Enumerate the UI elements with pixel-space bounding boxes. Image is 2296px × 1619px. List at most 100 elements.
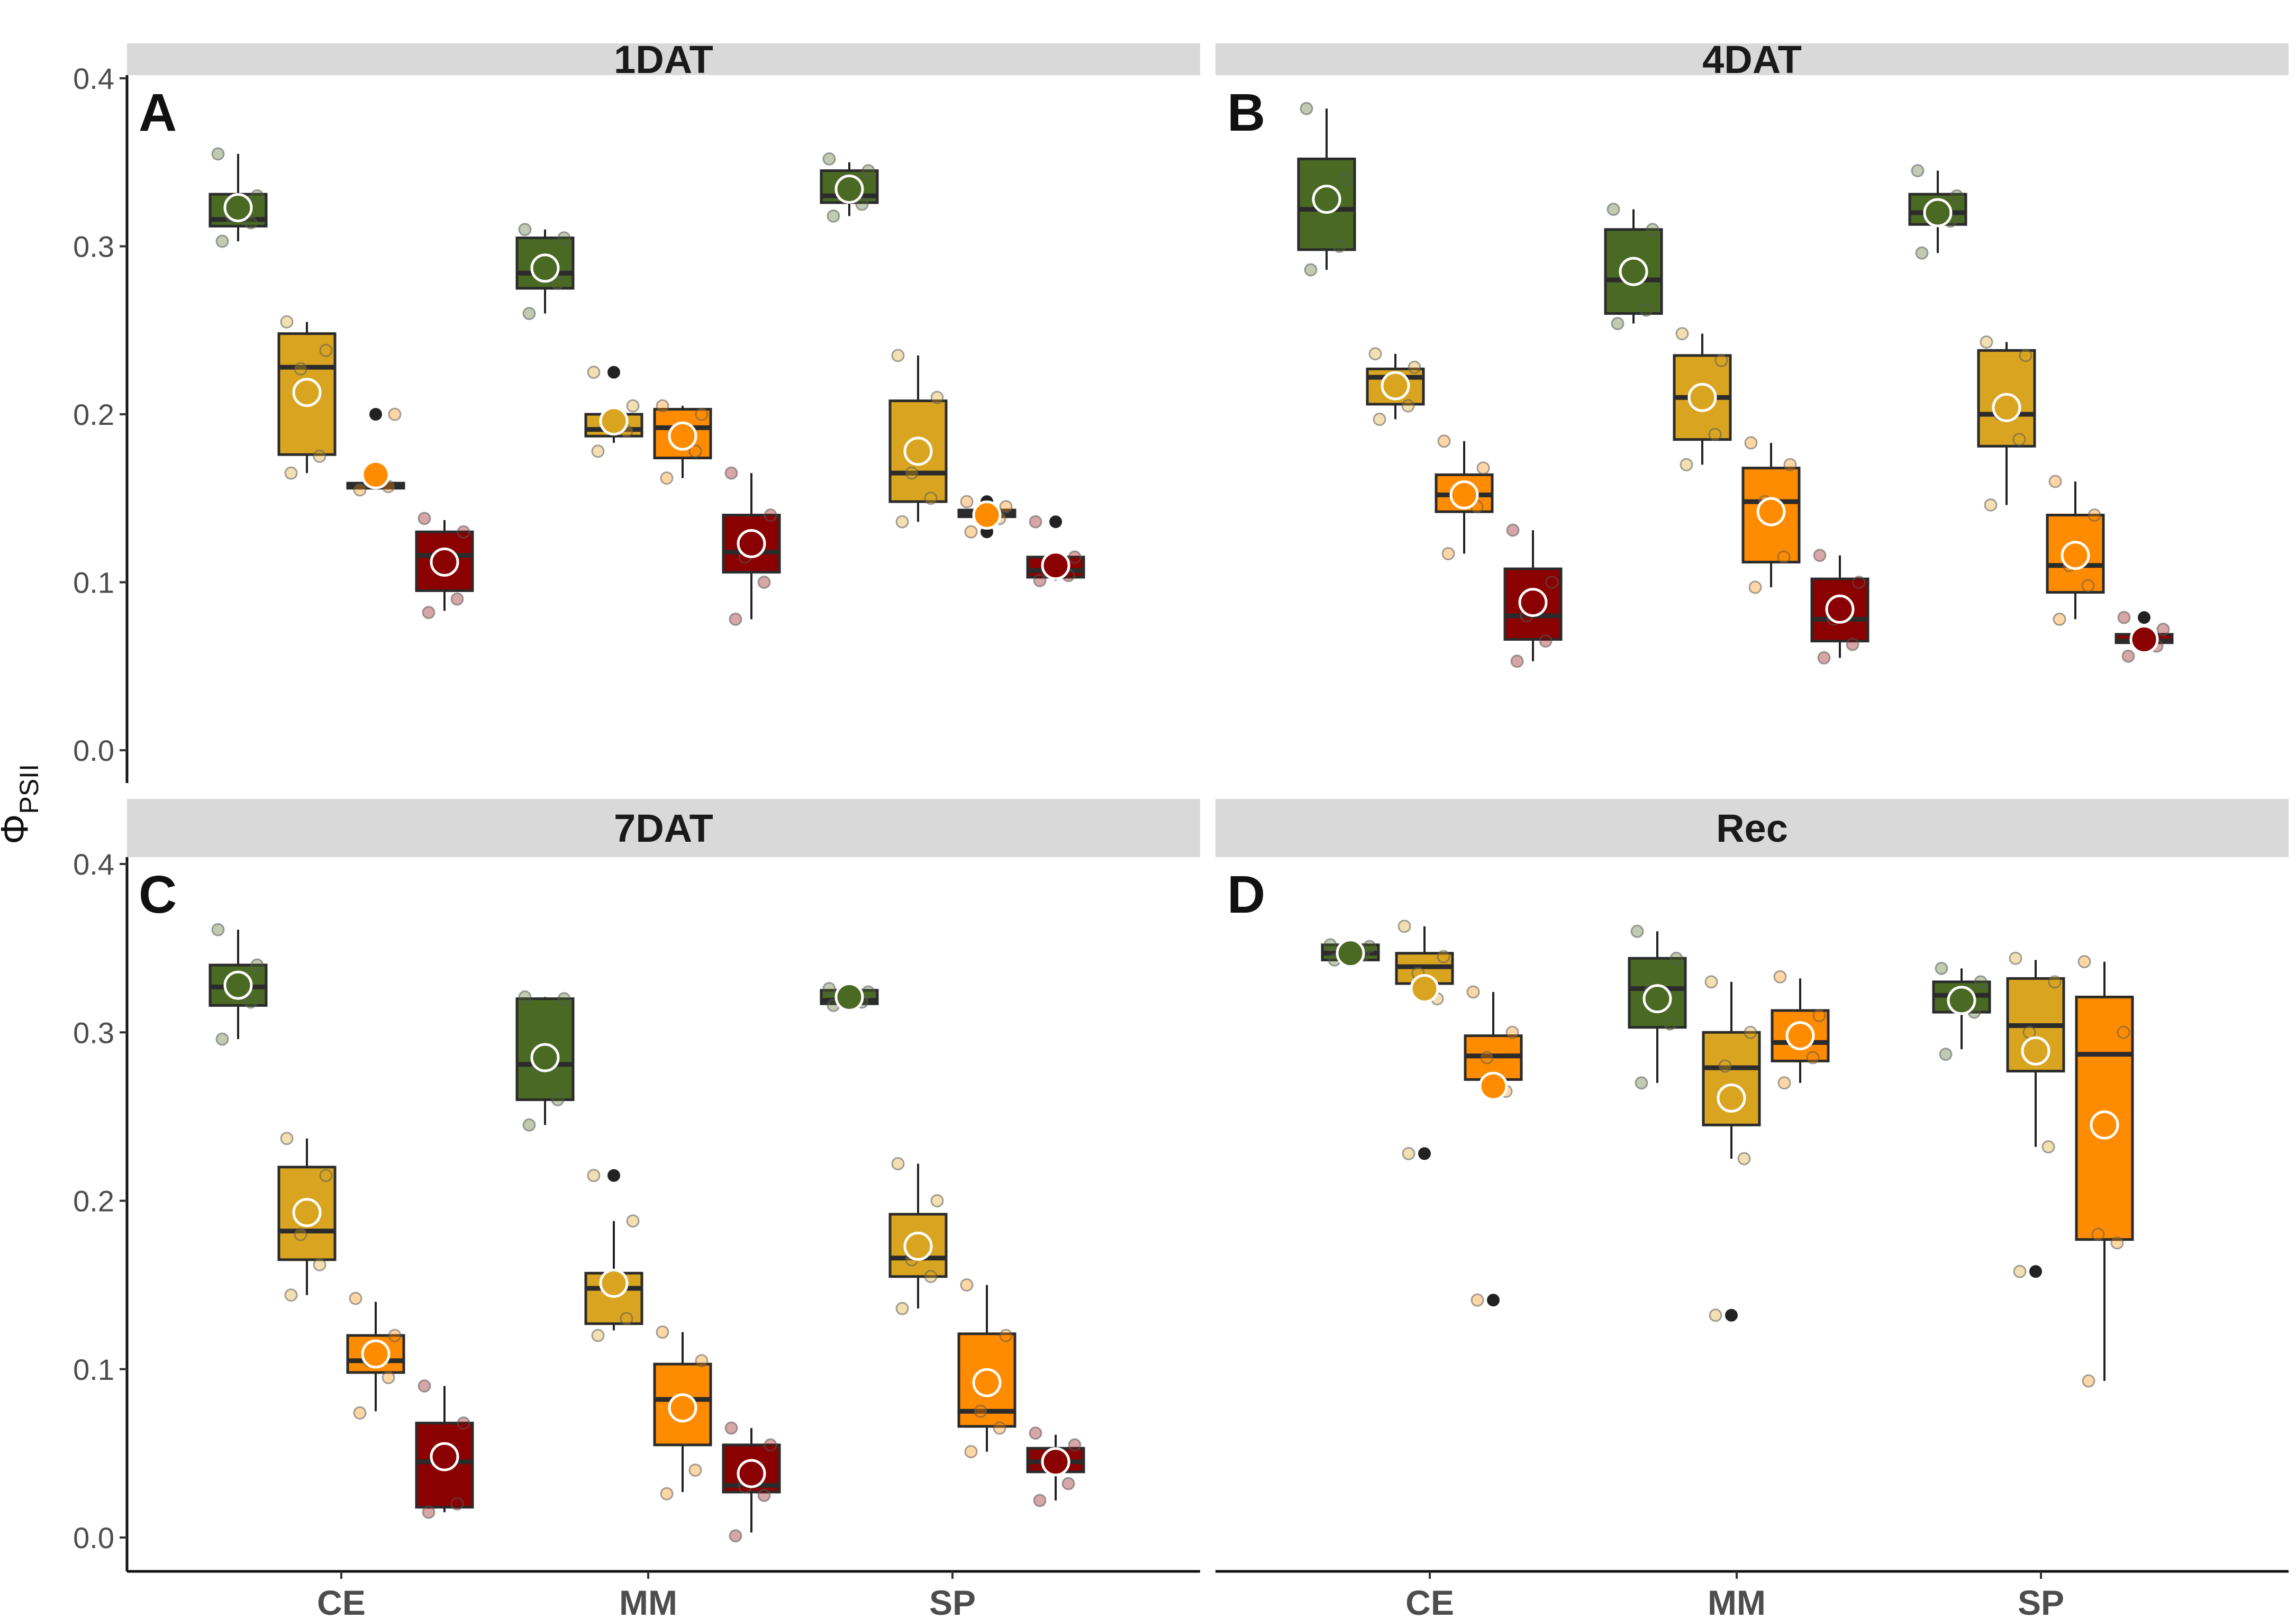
observation-point [960, 1278, 974, 1292]
observation-point [1033, 574, 1047, 587]
observation-point [688, 444, 702, 458]
observation-point [1817, 651, 1831, 665]
observation-point [688, 1463, 702, 1477]
y-tick-label: 0.2 [73, 398, 114, 431]
observation-point [450, 1497, 464, 1511]
box-sp-4 [1026, 515, 1085, 587]
observation-point [729, 612, 742, 626]
observation-point [551, 1093, 565, 1107]
panel-letter: C [139, 865, 177, 924]
mean-marker [737, 529, 766, 558]
box-mm-2 [584, 1169, 643, 1342]
observation-point [244, 216, 258, 230]
observation-point [964, 1445, 978, 1459]
observation-point [895, 1302, 909, 1315]
box-sp-1 [820, 152, 879, 223]
observation-point [2009, 951, 2022, 965]
mean-marker [2061, 541, 2090, 570]
strip-background [127, 43, 1200, 75]
y-axis-label-subscript: PSII [14, 764, 44, 814]
mean-marker [668, 1393, 697, 1423]
strip-background [1215, 799, 2289, 857]
y-tick-label: 0.3 [73, 1016, 114, 1049]
y-axis-label-symbol: Φ [0, 814, 36, 844]
observation-point [250, 189, 264, 203]
observation-point [422, 606, 435, 620]
observation-point [557, 992, 571, 1006]
observation-point [924, 1270, 938, 1284]
panel-letter: A [139, 83, 177, 142]
observation-point [1061, 1477, 1075, 1490]
observation-point [2117, 1025, 2130, 1039]
panel-7dat: 7DAT C 0.0 0.1 0.2 0.3 0.4 CE MM SP [73, 799, 1200, 1619]
strip-label: 1DAT [614, 38, 713, 81]
strip-label: 7DAT [614, 806, 713, 850]
observation-point [1397, 920, 1411, 933]
box-ce-2 [277, 315, 337, 480]
observation-point [284, 1288, 298, 1302]
box-mm-1 [515, 223, 575, 320]
panel-letter: D [1227, 865, 1265, 924]
observation-point [1646, 223, 1659, 237]
box-mm-2 [584, 366, 643, 458]
observation-point [729, 1529, 742, 1543]
observation-point [244, 995, 258, 1009]
box-sp-3 [957, 1278, 1017, 1459]
observation-point [1332, 240, 1346, 253]
observation-point [1680, 458, 1693, 471]
mean-marker [1381, 371, 1410, 401]
observation-point [1607, 203, 1620, 216]
mean-marker [361, 460, 391, 489]
observation-point [319, 343, 333, 357]
box-ce-3 [1464, 985, 1523, 1307]
observation-point [2121, 649, 2135, 663]
observation-point [974, 1404, 987, 1418]
mean-marker [2129, 624, 2159, 654]
y-tick-label: 0.1 [73, 566, 114, 599]
observation-point [1635, 1076, 1648, 1090]
box-ce-4 [415, 1379, 474, 1519]
observation-point [1718, 1059, 1732, 1073]
observation-point [1029, 1426, 1042, 1440]
y-tick-label: 0.2 [73, 1185, 114, 1218]
observation-point [695, 407, 709, 421]
mean-marker [292, 378, 322, 407]
box-mm-3 [1741, 436, 1801, 594]
strip-background [127, 799, 1200, 857]
observation-point [2077, 955, 2091, 969]
box-sp-4 [2115, 611, 2174, 663]
mean-marker [903, 436, 933, 466]
observation-point [660, 1487, 674, 1500]
observation-point [522, 307, 536, 320]
mean-marker [1785, 1021, 1815, 1051]
observation-point [2117, 611, 2131, 624]
observation-point [1068, 550, 1082, 564]
strip-label: 4DAT [1702, 38, 1802, 81]
observation-point [1950, 189, 1964, 203]
outlier-point [2029, 1265, 2042, 1278]
observation-point [656, 399, 669, 413]
box-ce-1 [208, 147, 268, 248]
observation-point [2053, 612, 2066, 626]
observation-point [1748, 580, 1762, 594]
observation-point [294, 362, 307, 376]
mean-marker [1518, 588, 1548, 617]
observation-point [1737, 1152, 1751, 1166]
observation-point [1806, 1051, 1820, 1065]
observation-point [215, 234, 229, 248]
observation-point [2012, 433, 2026, 447]
observation-point [1506, 523, 1520, 537]
observation-point [388, 407, 402, 421]
observation-point [284, 466, 298, 480]
box-mm-2 [1702, 975, 1761, 1322]
panel-1dat: 1DAT A 0.0 0.1 0.2 0.3 0.4 [73, 38, 1200, 783]
observation-point [2022, 1025, 2036, 1039]
observation-point [1029, 515, 1042, 529]
mean-marker [292, 1198, 322, 1227]
observation-point [1846, 638, 1859, 651]
observation-point [349, 1291, 362, 1305]
box-ce-1 [1321, 938, 1380, 968]
observation-point [587, 366, 601, 379]
observation-point [591, 1329, 605, 1342]
